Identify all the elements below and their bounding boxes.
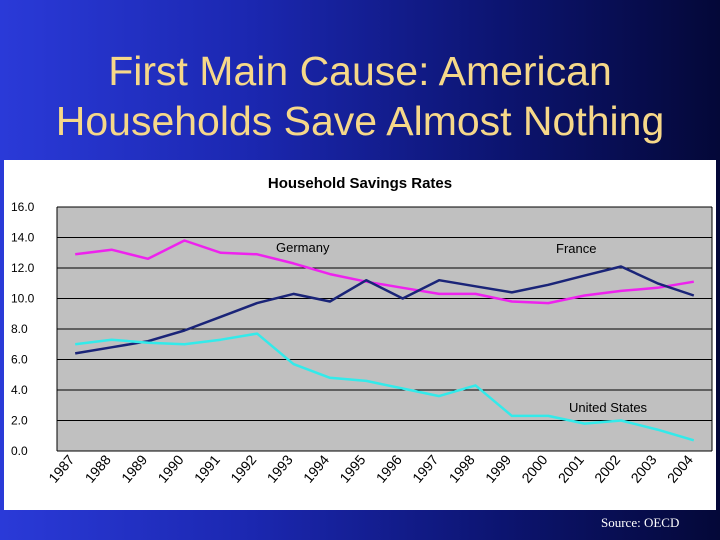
y-tick-label: 2.0: [11, 414, 28, 428]
y-tick-label: 6.0: [11, 353, 28, 367]
chart-panel: Household Savings Rates 0.0 2.0 4.0 6.0 8.0 1…: [4, 160, 716, 510]
y-axis-ticks: 0.0 2.0 4.0 6.0 8.0 10.0 12.0 14.0 16.0: [11, 200, 35, 458]
x-tick-label: 2000: [518, 451, 550, 485]
x-tick-label: 1997: [409, 451, 441, 485]
annotation-france: France: [556, 241, 596, 256]
x-tick-label: 1992: [227, 451, 259, 485]
gridlines: [56, 206, 713, 452]
series-line-united-states: [75, 332, 695, 442]
x-tick-label: 1987: [45, 451, 77, 485]
x-axis-ticks: 1987 1988 1989 1990 1991 1992 1993 1994 1995 1996…: [45, 451, 696, 485]
x-tick-label: 2002: [591, 451, 623, 485]
x-tick-label: 1998: [445, 451, 477, 485]
x-tick-label: 2001: [555, 451, 587, 485]
source-note: Source: OECD: [601, 515, 680, 530]
annotation-united-states: United States: [569, 400, 648, 415]
x-tick-label: 1994: [300, 451, 332, 485]
series-line-france: [74, 265, 695, 355]
y-tick-label: 10.0: [11, 292, 35, 306]
y-tick-label: 16.0: [11, 200, 35, 214]
slide-title: First Main Cause: American Households Sa…: [0, 46, 720, 146]
y-tick-label: 8.0: [11, 322, 28, 336]
annotation-germany: Germany: [276, 240, 330, 255]
y-tick-label: 0.0: [11, 444, 28, 458]
x-tick-label: 1996: [373, 451, 405, 485]
x-tick-label: 2003: [627, 451, 659, 485]
y-tick-label: 12.0: [11, 261, 35, 275]
x-tick-label: 1990: [154, 451, 186, 485]
x-tick-label: 1995: [336, 451, 368, 485]
slide-title-line2: Households Save Almost Nothing: [55, 98, 665, 144]
x-tick-label: 1999: [482, 451, 514, 485]
y-tick-label: 4.0: [11, 383, 28, 397]
series-lines: [74, 239, 695, 442]
y-tick-label: 14.0: [11, 231, 35, 245]
x-tick-label: 2004: [664, 451, 696, 485]
x-tick-label: 1993: [264, 451, 296, 485]
savings-rate-chart: Household Savings Rates 0.0 2.0 4.0 6.0 8.0 1…: [11, 175, 713, 486]
x-tick-label: 1989: [118, 451, 150, 485]
series-line-germany: [75, 239, 695, 305]
x-tick-label: 1988: [82, 451, 114, 485]
chart-title: Household Savings Rates: [268, 175, 452, 192]
x-tick-label: 1991: [191, 451, 223, 485]
slide-title-line1: First Main Cause: American: [108, 48, 612, 94]
